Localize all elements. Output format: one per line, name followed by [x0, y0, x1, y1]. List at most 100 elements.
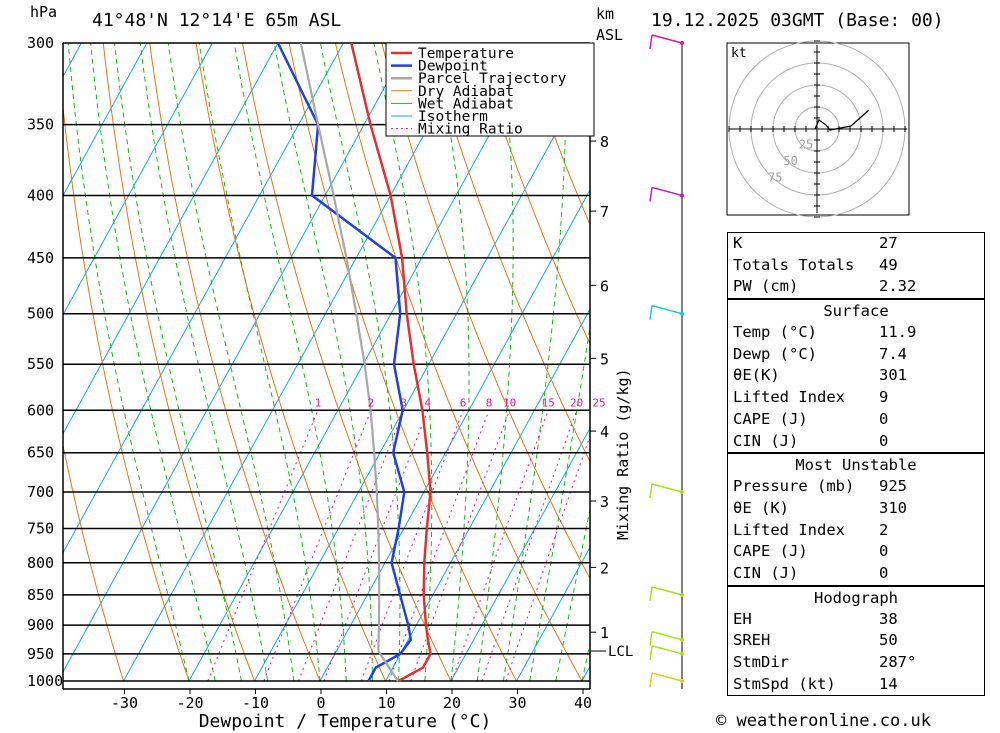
surface-row: θE(K) 301: [728, 365, 984, 387]
legend-entry: Parcel Trajectory: [418, 71, 567, 87]
index-row: PW (cm) 2.32: [728, 276, 984, 298]
mixing-ratio-label: 10: [503, 396, 516, 409]
index-value: 2.32: [879, 277, 917, 296]
most-unstable-row: θE (K) 310: [728, 498, 984, 520]
km-tick-label: 1: [600, 624, 609, 642]
most-unstable-label: θE (K): [733, 498, 789, 517]
mixing-ratio-line: [410, 410, 511, 682]
isotherm-line: [385, 308, 590, 682]
km-tick-label: 2: [600, 559, 609, 577]
hodograph-ring-label: 75: [768, 171, 782, 185]
hodograph-ring-label: 25: [799, 138, 813, 152]
mixing-ratio-line: [481, 410, 578, 682]
index-row: Totals Totals 49: [728, 255, 984, 277]
wind-barb-staff: [651, 630, 683, 641]
hodograph-title: Hodograph: [728, 585, 984, 609]
km-tick-label: 4: [600, 423, 609, 441]
mixing-ratio-label: 15: [542, 396, 555, 409]
wet-adiabat-line: [90, 43, 216, 682]
surface-value: 0: [879, 431, 889, 450]
most-unstable-row: CAPE (J) 0: [728, 541, 984, 563]
wind-barb-flag: [649, 187, 653, 202]
mixing-ratio-line: [451, 410, 549, 682]
hodograph-stat-row: SREH 50: [728, 630, 984, 652]
wind-barb-staff: [651, 586, 683, 596]
km-tick-label: 8: [600, 133, 609, 151]
mixing-ratio-label: 3: [400, 396, 407, 409]
index-value: 27: [879, 234, 898, 252]
mixing-ratio-label: 2: [368, 396, 375, 409]
index-label: PW (cm): [733, 277, 799, 296]
wind-barb-flag: [649, 586, 653, 601]
axes: 1 2 3 4 6 8 10 15 20 25 -30 -20 -10 0 10 20 30 40 8 7 6 5 4 3 2 1…: [62, 43, 633, 712]
km-tick-label: 7: [600, 203, 609, 221]
most-unstable-value: 310: [879, 498, 907, 517]
footer-credit: © weatheronline.co.uk: [716, 711, 931, 731]
wet-adiabat-line: [555, 506, 590, 682]
surface-value: 7.4: [879, 344, 907, 363]
pressure-tick-label: 550: [27, 355, 54, 373]
series-dewpoint: [276, 43, 413, 682]
dry-adiabat-line: [520, 43, 590, 226]
isotherm-line: [63, 43, 410, 673]
most-unstable-value: 0: [879, 542, 889, 561]
series-temperature: [350, 43, 432, 683]
mixing-ratio-label: 20: [570, 396, 583, 409]
index-row: K 27: [728, 233, 984, 255]
x-tick-label: 30: [508, 694, 526, 712]
surface-label: CIN (J): [733, 431, 799, 450]
isotherm-line: [319, 189, 590, 682]
wet-adiabat-line: [502, 43, 567, 682]
mixing-ratio-line: [263, 410, 372, 682]
surface-row: Dewp (°C) 7.4: [728, 344, 984, 366]
surface-label: Temp (°C): [733, 323, 817, 342]
surface-row: Temp (°C) 11.9: [728, 322, 984, 344]
wet-adiabat-line: [233, 43, 347, 682]
index-label: K: [733, 234, 743, 252]
pressure-tick-label: 800: [27, 554, 54, 572]
pressure-tick-label: 1000: [27, 672, 63, 690]
hodograph-stat-value: 38: [879, 609, 898, 628]
wind-barbs: [649, 34, 684, 689]
km-tick-label: 6: [600, 277, 609, 295]
surface-title: Surface: [728, 299, 984, 322]
hodograph-stat-row: StmDir 287°: [728, 652, 984, 674]
legend-box: [385, 42, 595, 137]
wind-barb-flag: [649, 631, 653, 646]
surface-row: Lifted Index 9: [728, 387, 984, 409]
wind-barb-flag: [649, 645, 653, 660]
mixing-ratio-label: 4: [425, 396, 432, 409]
most-unstable-row: CIN (J) 0: [728, 563, 984, 585]
most-unstable-value: 925: [879, 477, 907, 496]
wind-barb-flag: [649, 34, 653, 50]
wind-barb-staff: [651, 34, 683, 44]
most-unstable-row: Pressure (mb) 925: [728, 476, 984, 498]
most-unstable-row: Lifted Index 2: [728, 520, 984, 542]
most-unstable-value: 0: [879, 563, 889, 582]
wind-barb-flag: [649, 483, 653, 499]
hodograph-stat-label: EH: [733, 609, 752, 628]
mixing-ratio-line: [207, 410, 319, 682]
surface-value: 9: [879, 388, 889, 407]
surface-value: 301: [879, 366, 907, 385]
wet-adiabat-line: [198, 43, 321, 682]
x-axis-label: Dewpoint / Temperature (°C): [199, 711, 492, 732]
dry-adiabat-line: [63, 102, 190, 682]
wet-adiabat-line: [67, 43, 190, 682]
mixing-ratio-label: 6: [460, 396, 467, 409]
x-tick-label: 40: [574, 694, 592, 712]
surface-label: θE(K): [733, 366, 780, 385]
hodograph-trace: [814, 109, 870, 131]
hodograph-stat-value: 50: [879, 631, 898, 650]
pressure-tick-label: 450: [27, 249, 54, 267]
dry-adiabat-line: [985, 43, 1000, 681]
datetime-title: 19.12.2025 03GMT (Base: 00): [651, 10, 944, 31]
pressure-tick-label: 850: [27, 586, 54, 604]
most-unstable-section: Pressure (mb) 925 θE (K) 310 Lifted Index 2 CA…: [728, 476, 984, 586]
index-value: 49: [879, 255, 898, 274]
hodograph-stat-label: StmDir: [733, 653, 789, 671]
pressure-tick-label: 650: [27, 444, 54, 462]
hodograph-stat-row: StmSpd (kt) 14: [728, 674, 984, 696]
